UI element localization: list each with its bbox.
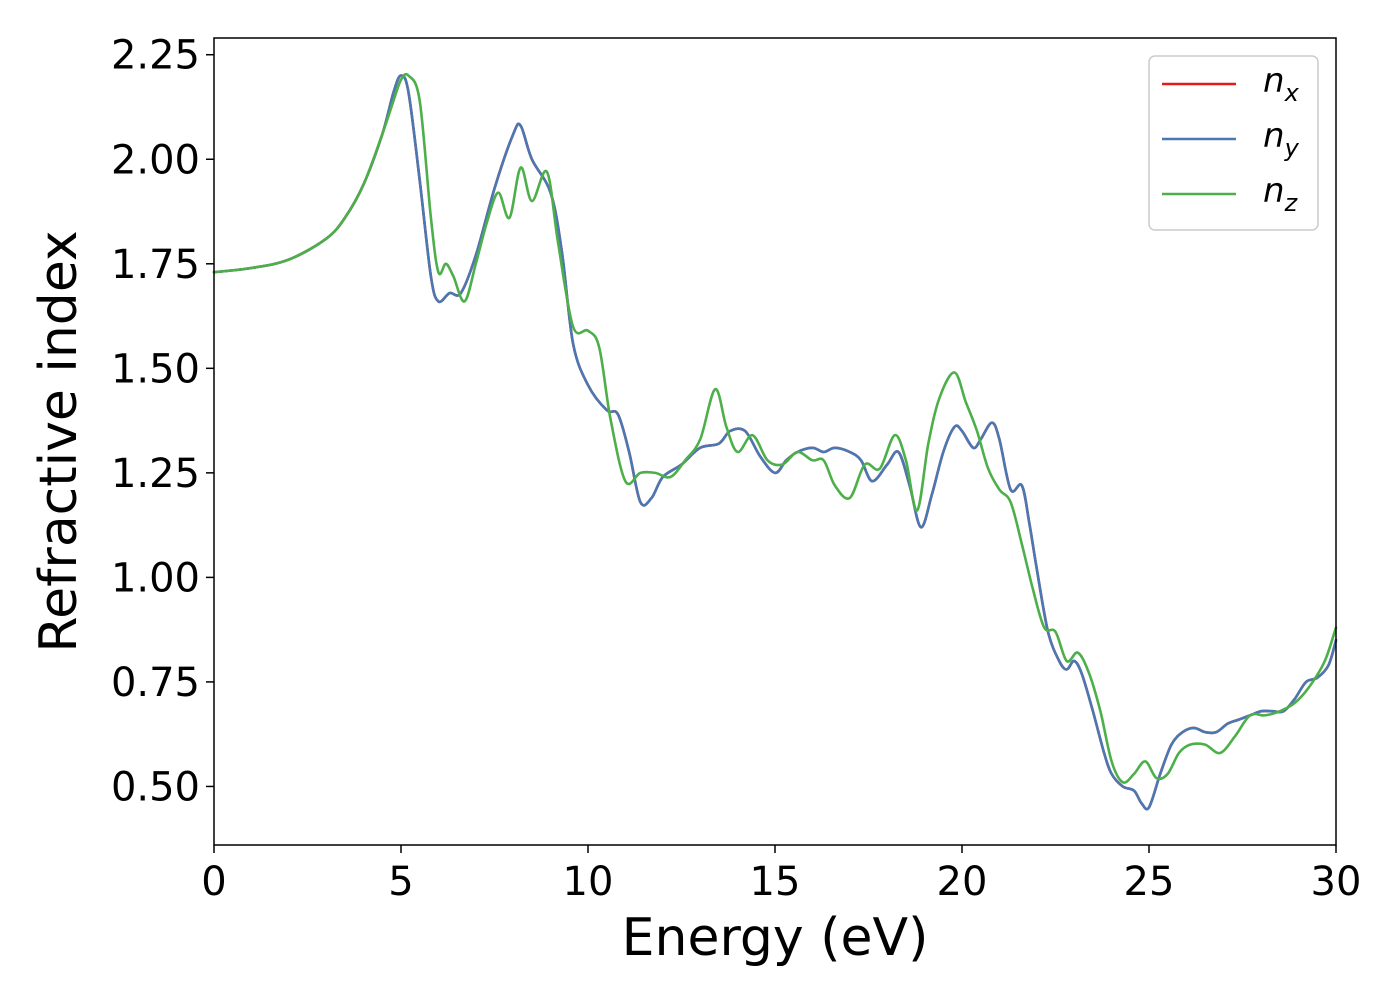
x-tick-label: 30: [1311, 859, 1362, 905]
legend-label-subscript: x: [1284, 79, 1300, 107]
series-line-nz: [212, 72, 1338, 784]
legend-box: [1148, 55, 1319, 231]
y-axis-title: Refractive index: [29, 230, 89, 652]
y-tick-label: 0.75: [111, 660, 200, 706]
y-tick-label: 2.00: [111, 137, 200, 183]
y-tick-label: 1.50: [111, 346, 200, 392]
axis-ticks: 0 5 10 15 20 25 30 0.50 0.75 1.00 1.25 1.50 1.75 2.00…: [111, 33, 1362, 905]
x-axis-title: Energy (eV): [622, 908, 929, 968]
x-tick-label: 15: [750, 859, 801, 905]
y-tick-label: 1.00: [111, 555, 200, 601]
y-tick-label: 1.25: [111, 451, 200, 497]
legend-label-main: n: [1263, 171, 1285, 211]
x-tick-label: 0: [201, 859, 226, 905]
legend-label-nz: nz: [1263, 171, 1299, 217]
series-layer: [212, 72, 1338, 811]
legend-label-ny: ny: [1263, 116, 1300, 162]
legend-label-subscript: y: [1284, 134, 1300, 162]
x-tick-label: 25: [1124, 859, 1175, 905]
y-tick-label: 1.75: [111, 242, 200, 288]
legend-label-main: n: [1263, 116, 1285, 156]
y-tick-label: 2.25: [111, 33, 200, 79]
series-line-ny: [212, 74, 1338, 811]
y-tick-label: 0.50: [111, 764, 200, 810]
x-tick-label: 5: [388, 859, 413, 905]
x-tick-label: 20: [937, 859, 988, 905]
legend-label-nx: nx: [1263, 61, 1300, 107]
x-tick-label: 10: [563, 859, 614, 905]
legend-label-main: n: [1263, 61, 1285, 101]
legend-label-subscript: z: [1284, 189, 1299, 217]
